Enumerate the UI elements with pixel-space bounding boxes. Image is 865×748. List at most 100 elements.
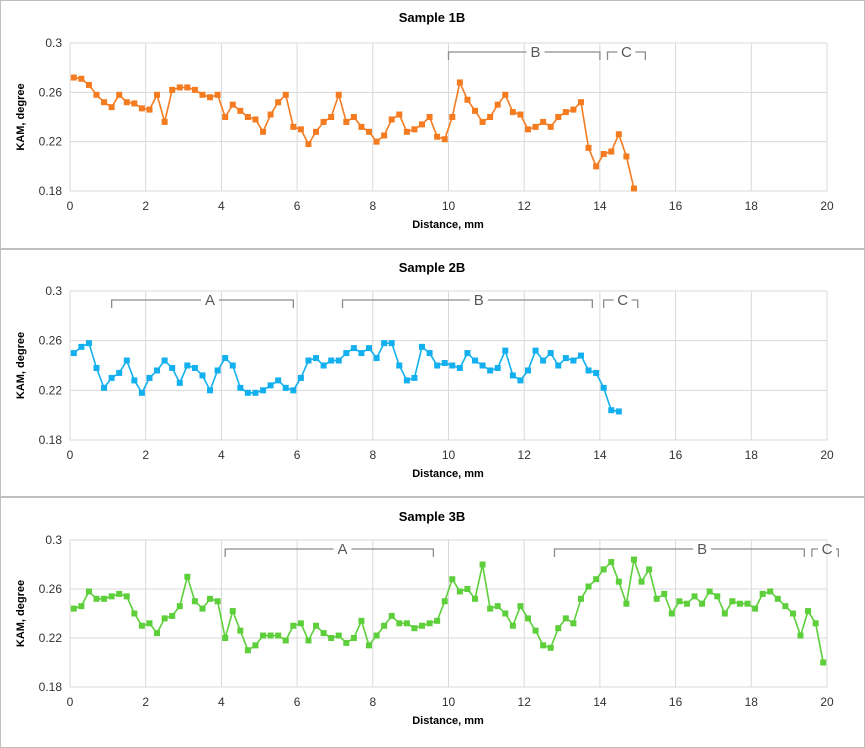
data-point — [426, 620, 433, 627]
x-axis-label: Distance, mm — [412, 219, 484, 231]
data-point — [237, 627, 244, 634]
data-point — [540, 357, 547, 364]
data-point — [305, 357, 312, 364]
data-point — [85, 81, 92, 88]
data-point — [403, 128, 410, 135]
data-point — [396, 111, 403, 118]
data-point — [524, 615, 531, 622]
data-point — [131, 377, 138, 384]
data-point — [767, 588, 774, 595]
data-point — [222, 355, 229, 362]
chart-panel-3: 0 2 4 6 8 10 12 14 16 18 20 0.18 0.22 0.26 0.3 Sample 3… — [0, 497, 865, 748]
data-point — [260, 387, 267, 394]
data-point — [176, 379, 183, 386]
data-point — [373, 138, 380, 145]
x-tick-label: 2 — [142, 448, 149, 462]
data-point — [335, 632, 342, 639]
data-point — [101, 384, 108, 391]
data-point — [487, 605, 494, 612]
data-point — [411, 126, 418, 133]
y-tick-label: 0.26 — [39, 334, 63, 348]
data-point — [509, 109, 516, 116]
data-point — [683, 600, 690, 607]
data-point — [456, 364, 463, 371]
y-tick-label: 0.18 — [39, 433, 63, 447]
data-point — [335, 357, 342, 364]
data-point — [547, 644, 554, 651]
data-point — [608, 559, 615, 566]
data-point — [502, 91, 509, 98]
region-label: C — [621, 44, 632, 61]
data-point — [229, 362, 236, 369]
data-point — [532, 347, 539, 354]
data-point — [70, 605, 77, 612]
data-point — [411, 374, 418, 381]
x-tick-label: 0 — [67, 199, 74, 213]
data-point — [434, 133, 441, 140]
data-point — [653, 595, 660, 602]
data-point — [471, 595, 478, 602]
x-tick-label: 12 — [518, 448, 532, 462]
data-point — [184, 573, 191, 580]
data-point — [373, 632, 380, 639]
data-point — [191, 364, 198, 371]
data-point — [615, 578, 622, 585]
data-point — [615, 408, 622, 415]
data-point — [282, 637, 289, 644]
data-point — [593, 369, 600, 376]
data-point — [191, 598, 198, 605]
data-point — [101, 595, 108, 602]
data-point — [509, 622, 516, 629]
data-point — [388, 612, 395, 619]
data-point — [630, 185, 637, 192]
data-point — [532, 123, 539, 130]
region-bracket — [110, 299, 294, 308]
region-label: C — [617, 292, 628, 309]
data-point — [154, 91, 161, 98]
data-point — [138, 105, 145, 112]
data-point — [108, 593, 115, 600]
data-point — [419, 622, 426, 629]
data-point — [721, 610, 728, 617]
data-point — [199, 605, 206, 612]
data-point — [297, 126, 304, 133]
data-point — [456, 79, 463, 86]
data-point — [358, 350, 365, 357]
data-point — [570, 620, 577, 627]
data-point — [396, 620, 403, 627]
region-label: B — [531, 44, 541, 61]
data-point — [411, 625, 418, 632]
data-point — [123, 99, 130, 106]
data-point — [116, 590, 123, 597]
data-point — [532, 627, 539, 634]
data-point — [207, 595, 214, 602]
data-point — [146, 106, 153, 113]
data-point — [441, 136, 448, 143]
data-point — [93, 91, 100, 98]
data-point — [419, 121, 426, 128]
data-point — [93, 595, 100, 602]
x-tick-label: 2 — [142, 695, 149, 709]
data-point — [199, 372, 206, 379]
x-tick-label: 0 — [67, 695, 74, 709]
data-point — [85, 340, 92, 347]
data-point — [434, 362, 441, 369]
x-tick-label: 16 — [669, 695, 683, 709]
x-tick-label: 12 — [518, 199, 532, 213]
data-point — [426, 350, 433, 357]
data-point — [343, 350, 350, 357]
data-point — [282, 91, 289, 98]
data-point — [70, 74, 77, 81]
data-point — [343, 639, 350, 646]
data-point — [320, 630, 327, 637]
data-point — [509, 372, 516, 379]
data-point — [381, 132, 388, 139]
region-label: B — [697, 541, 707, 558]
data-point — [487, 114, 494, 120]
data-point — [774, 595, 781, 602]
chart-title: Sample 3B — [399, 509, 465, 524]
data-point — [676, 598, 683, 605]
x-tick-label: 20 — [820, 199, 834, 213]
data-point — [661, 590, 668, 597]
x-tick-label: 4 — [218, 448, 225, 462]
